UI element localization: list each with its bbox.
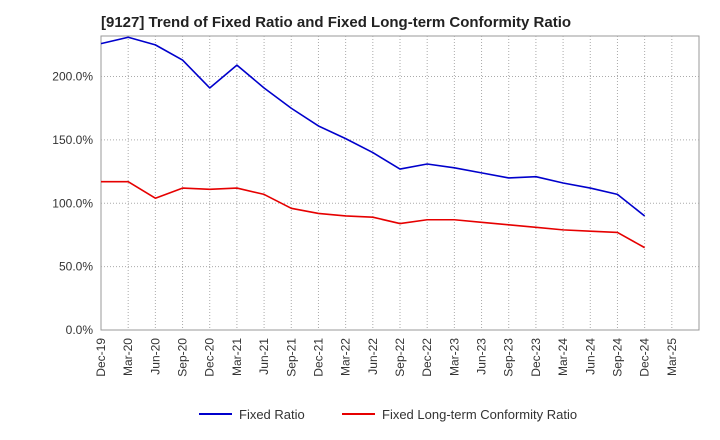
x-tick-label: Jun-23 (475, 338, 489, 375)
y-tick-label: 200.0% (52, 70, 93, 84)
y-tick-label: 150.0% (52, 133, 93, 147)
y-tick-label: 50.0% (59, 260, 93, 274)
x-tick-label: Dec-24 (638, 338, 652, 377)
x-tick-label: Dec-21 (311, 338, 325, 377)
legend-label-1: Fixed Ratio (239, 407, 305, 422)
x-tick-label: Dec-20 (203, 338, 217, 377)
x-tick-label: Sep-21 (284, 338, 298, 377)
legend: Fixed Ratio Fixed Long-term Conformity Ra… (199, 407, 577, 422)
y-tick-label: 0.0% (66, 323, 94, 337)
x-tick-label: Mar-24 (556, 338, 570, 376)
x-tick-label: Dec-22 (420, 338, 434, 377)
x-tick-label: Mar-22 (339, 338, 353, 376)
x-tick-label: Jun-24 (583, 338, 597, 375)
axis-layer: 0.0% 50.0% 100.0% 150.0% 200.0% Dec-19 Mar-20 J… (52, 70, 679, 377)
chart-title: [9127] Trend of Fixed Ratio and Fixed Lo… (101, 14, 572, 31)
series-layer (100, 36, 646, 249)
x-tick-label: Dec-19 (94, 338, 108, 377)
grid-layer (101, 36, 699, 330)
x-tick-label: Jun-22 (366, 338, 380, 375)
legend-label-2: Fixed Long-term Conformity Ratio (382, 407, 577, 422)
x-tick-label: Jun-21 (257, 338, 271, 375)
x-tick-label: Sep-23 (502, 338, 516, 377)
y-tick-label: 100.0% (52, 196, 93, 210)
x-tick-label: Sep-22 (393, 338, 407, 377)
x-tick-label: Sep-20 (176, 338, 190, 377)
x-tick-label: Dec-23 (529, 338, 543, 377)
x-tick-label: Sep-24 (610, 338, 624, 377)
x-tick-label: Mar-23 (447, 338, 461, 376)
series-line-1 (100, 36, 646, 217)
x-tick-label: Mar-20 (121, 338, 135, 376)
x-tick-label: Jun-20 (148, 338, 162, 375)
x-tick-label: Mar-25 (665, 338, 679, 376)
x-tick-label: Mar-21 (230, 338, 244, 376)
series-line-2 (101, 180, 646, 249)
